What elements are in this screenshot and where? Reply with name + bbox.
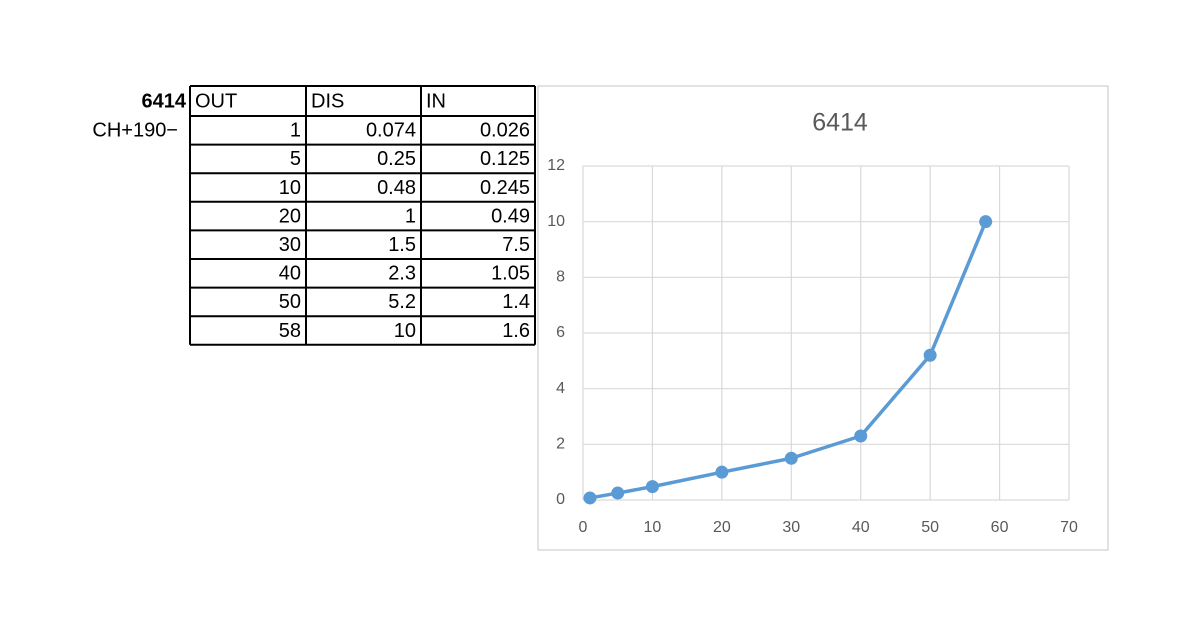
- data-point: [923, 348, 937, 362]
- table-cell: 7.5: [502, 234, 530, 256]
- x-tick-label: 50: [921, 519, 939, 536]
- table-header: IN: [426, 90, 446, 112]
- table-cell: 2.3: [388, 263, 416, 285]
- y-tick-label: 2: [556, 436, 565, 453]
- table-cell: 1.05: [491, 263, 530, 285]
- table-cell: 0.49: [491, 205, 530, 227]
- data-point: [611, 486, 625, 500]
- table-cell: 1: [290, 120, 301, 142]
- data-point: [784, 451, 798, 465]
- table-header: OUT: [195, 90, 237, 112]
- data-point: [854, 429, 868, 443]
- table-label: 6414: [142, 90, 187, 112]
- table-cell: 1.6: [502, 320, 530, 342]
- table-cell: 0.25: [377, 148, 416, 170]
- y-tick-label: 12: [547, 157, 565, 174]
- table-cell: 5.2: [388, 291, 416, 313]
- table-cell: 0.245: [480, 177, 530, 199]
- table-cell: 0.48: [377, 177, 416, 199]
- y-tick-label: 8: [556, 269, 565, 286]
- table-cell: 30: [279, 234, 301, 256]
- table-cell: 5: [290, 148, 301, 170]
- x-tick-label: 40: [852, 519, 870, 536]
- table-cell: 50: [279, 291, 301, 313]
- data-point: [979, 215, 993, 229]
- x-tick-label: 10: [644, 519, 662, 536]
- table-cell: 10: [279, 177, 301, 199]
- data-point: [583, 491, 597, 505]
- x-tick-label: 60: [991, 519, 1009, 536]
- table-cell: 10: [394, 320, 416, 342]
- x-tick-label: 70: [1060, 519, 1078, 536]
- table-cell: 58: [279, 320, 301, 342]
- table-cell: 0.074: [366, 120, 416, 142]
- table-cell: 1.5: [388, 234, 416, 256]
- data-point: [715, 465, 729, 479]
- y-tick-label: 10: [547, 213, 565, 230]
- chart-frame: [537, 85, 1109, 551]
- x-tick-label: 30: [782, 519, 800, 536]
- table-cell: 1.4: [502, 291, 530, 313]
- y-tick-label: 4: [556, 380, 565, 397]
- x-tick-label: 0: [579, 519, 588, 536]
- x-tick-label: 20: [713, 519, 731, 536]
- y-tick-label: 0: [556, 491, 565, 508]
- table-cell: 0.026: [480, 120, 530, 142]
- table-cell: 1: [405, 205, 416, 227]
- data-point: [645, 480, 659, 494]
- table-header: DIS: [311, 90, 344, 112]
- y-tick-label: 6: [556, 324, 565, 341]
- table-cell: 20: [279, 205, 301, 227]
- table-sublabel: CH+190−: [92, 119, 178, 141]
- table-cell: 40: [279, 263, 301, 285]
- table-cell: 0.125: [480, 148, 530, 170]
- chart-title: 6414: [812, 109, 868, 137]
